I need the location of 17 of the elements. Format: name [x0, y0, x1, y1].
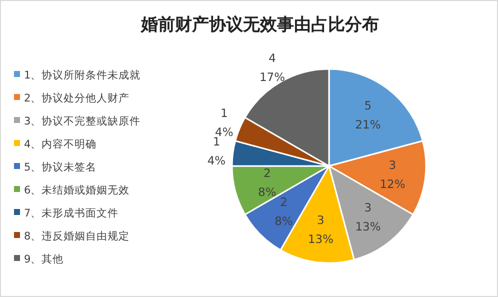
data-label: 2 8%: [274, 194, 293, 228]
legend-label: 2、协议处分他人财产: [24, 92, 130, 104]
legend-label: 3、协议不完整或缺原件: [24, 114, 141, 128]
legend-label: 1、协议所附条件未成就: [24, 68, 141, 82]
data-label: 3 13%: [355, 200, 381, 234]
legend-label: 9、其他: [24, 252, 64, 266]
data-label: 4 17%: [259, 51, 286, 84]
legend-label: 8、违反婚姻自由规定: [24, 230, 130, 242]
legend-label: 7、未形成书面文件: [24, 206, 119, 220]
data-label: 5 21%: [355, 98, 381, 132]
legend-label: 6、未结婚或婚姻无效: [24, 184, 130, 196]
legend-label: 5、协议未签名: [24, 160, 97, 174]
data-label: 2 8%: [258, 166, 276, 200]
legend-label: 4、内容不明确: [24, 138, 97, 150]
chart-title: 婚前财产协议无效事由占比分布: [140, 15, 379, 35]
data-label: 3 12%: [380, 158, 406, 191]
data-label: 3 13%: [308, 212, 334, 246]
